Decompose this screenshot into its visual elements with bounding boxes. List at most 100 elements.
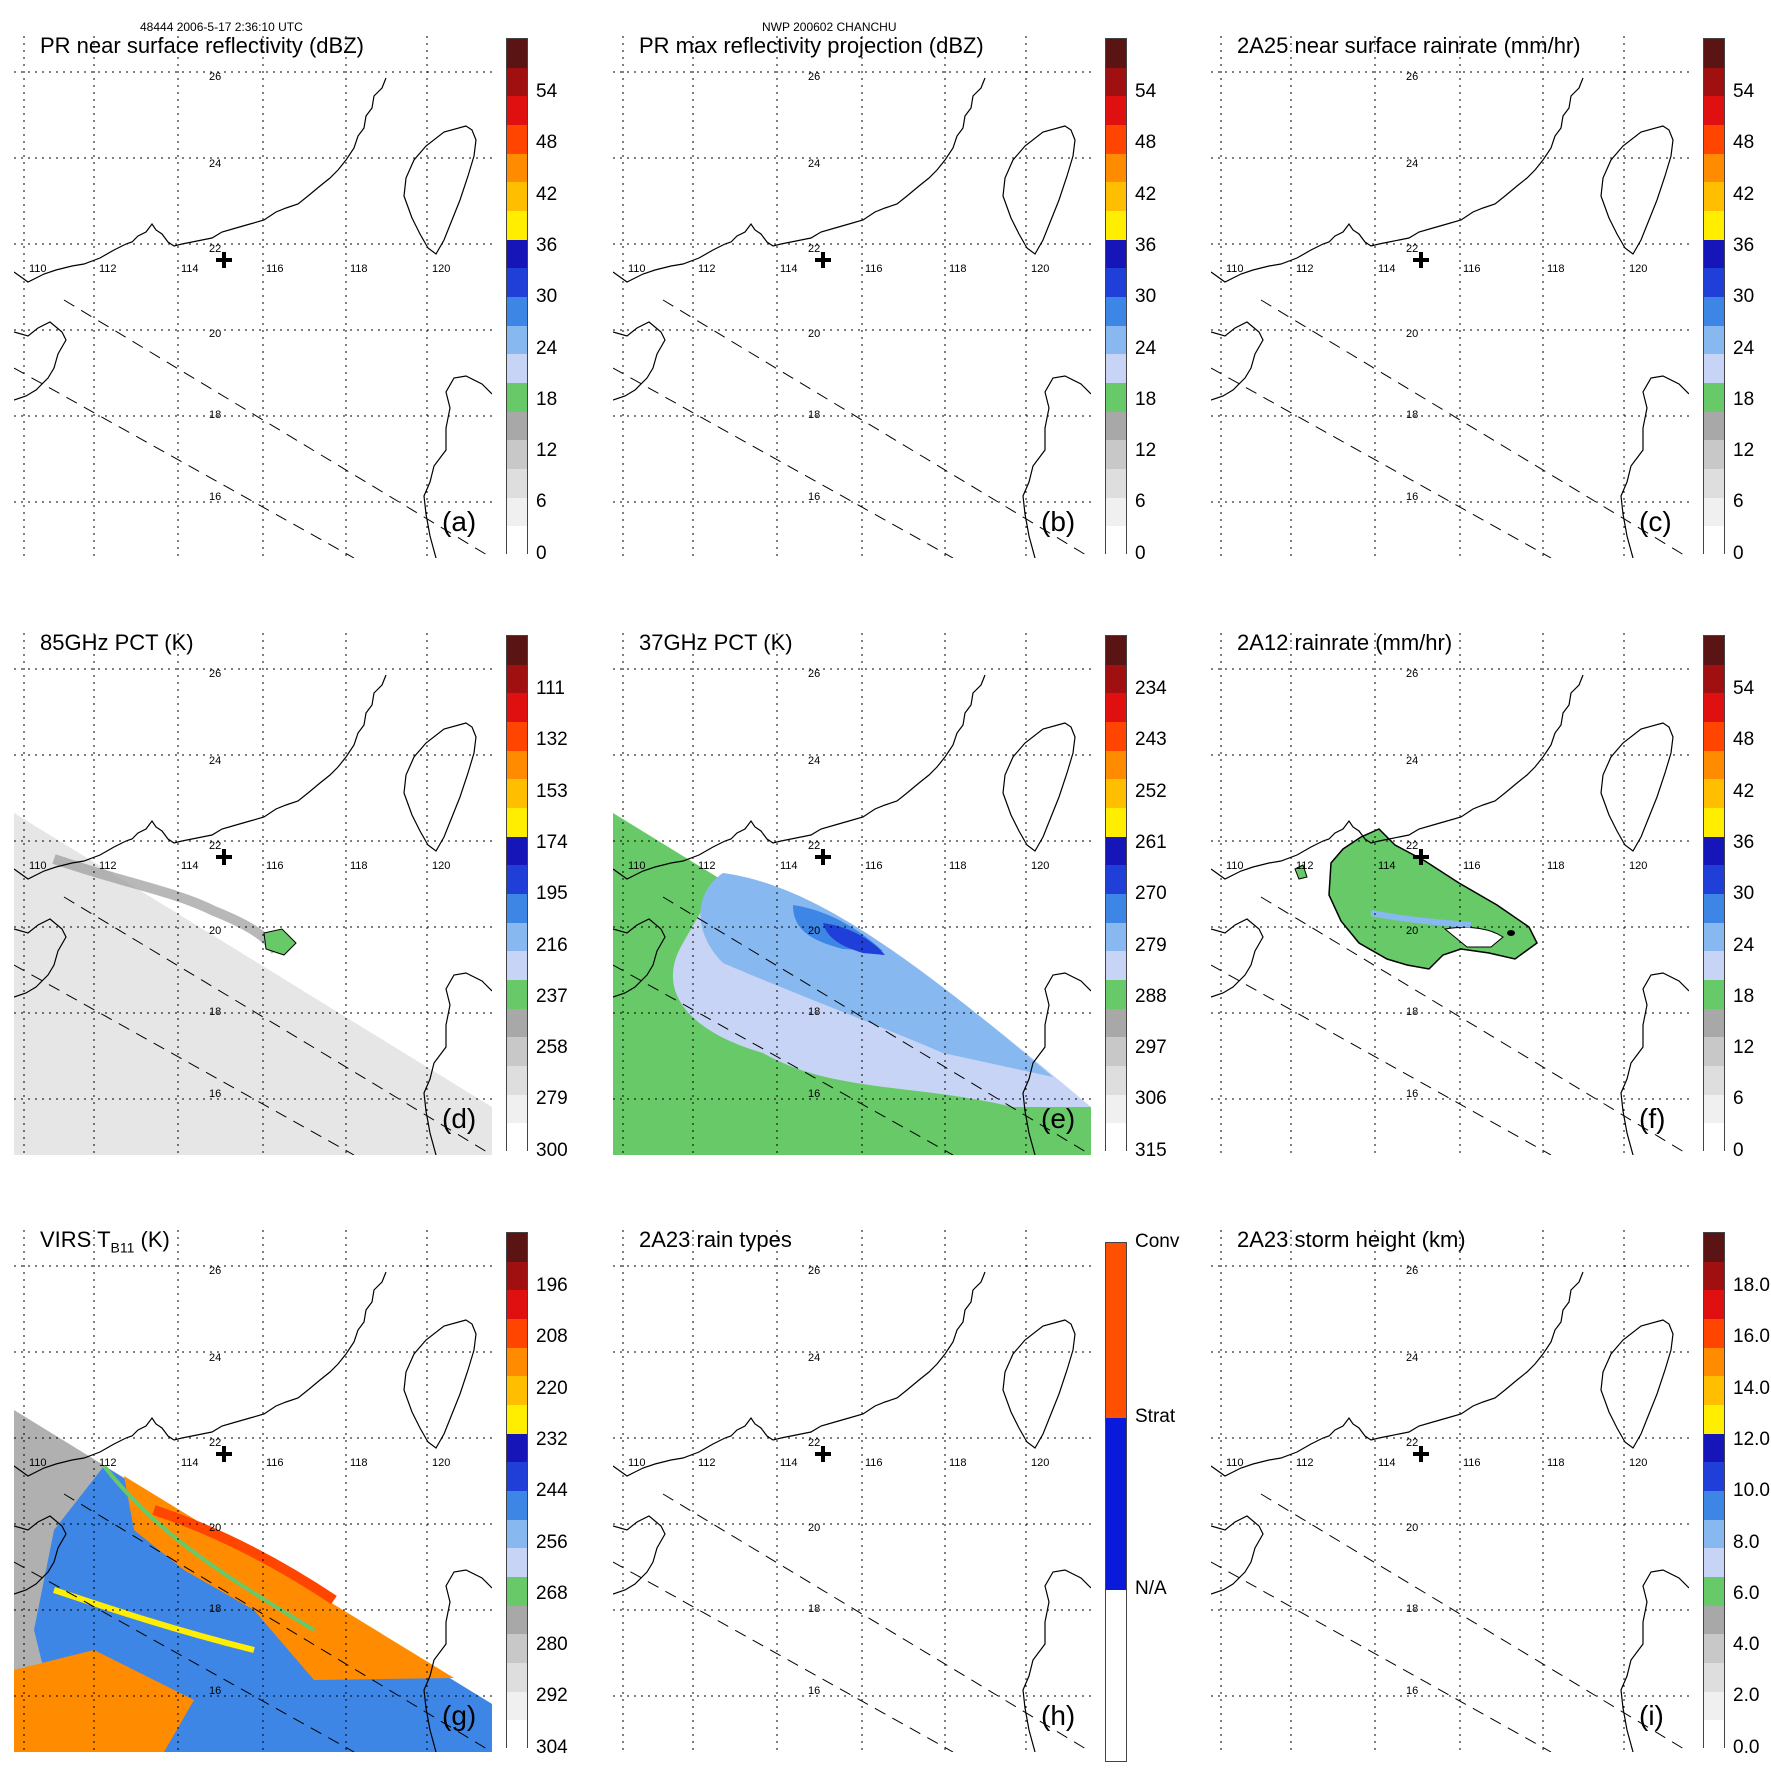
swath-edge-line xyxy=(14,367,355,558)
colorbar-segment xyxy=(1106,354,1126,383)
longitude-label: 116 xyxy=(1463,263,1481,275)
latitude-label: 16 xyxy=(808,491,820,503)
colorbar-segment xyxy=(1106,325,1126,355)
graticule xyxy=(14,633,492,1155)
taiwan-coastline xyxy=(1002,722,1076,852)
colorbar-segment xyxy=(507,1605,527,1635)
warm-pct-area xyxy=(700,873,1053,1077)
colorbar-segment xyxy=(507,1462,527,1491)
colorbar-segment xyxy=(507,1404,527,1434)
longitude-label: 120 xyxy=(1031,263,1049,275)
colorbar-segment xyxy=(507,865,527,894)
colorbar-tick-label: 208 xyxy=(536,1326,568,1348)
colorbar-segment xyxy=(507,693,527,722)
colorbar-tick-label: 42 xyxy=(1733,183,1755,205)
colorbar-tick-label: 18 xyxy=(1135,388,1157,410)
colorbar-segment xyxy=(507,1691,527,1721)
colorbar-tick-label: 30 xyxy=(1733,286,1755,308)
colorbar-tick-label: 12 xyxy=(536,440,558,462)
graticule-labels: 110 112 114 116 118 120 26 24 22 20 18 16 xyxy=(29,668,450,1100)
longitude-label: 118 xyxy=(1547,1457,1565,1469)
colorbar-tick-label: 24 xyxy=(1733,934,1755,956)
panel-e: 110 112 114 116 118 120 26 24 22 20 18 16 37GHz PCT … xyxy=(613,630,1091,1155)
longitude-label: 112 xyxy=(99,1457,117,1469)
colorbar-tick-label: 30 xyxy=(1733,883,1755,905)
colorbar-segment xyxy=(1704,325,1724,355)
colorbar-segment xyxy=(1106,411,1126,441)
longitude-label: 110 xyxy=(29,1457,47,1469)
storm-center-icon xyxy=(815,849,831,865)
longitude-label: 116 xyxy=(1463,1457,1481,1469)
colorbar-segment xyxy=(507,67,527,97)
latitude-label: 20 xyxy=(808,925,820,937)
longitude-label: 118 xyxy=(949,1457,967,1469)
latitude-label: 16 xyxy=(808,1088,820,1100)
latitude-label: 22 xyxy=(1406,1437,1418,1449)
cold-band xyxy=(52,854,281,954)
colorbar-segment xyxy=(507,1634,527,1663)
storm-center-icon xyxy=(1413,252,1429,268)
longitude-label: 118 xyxy=(350,263,368,275)
hainan-coastline xyxy=(1211,918,1264,998)
latitude-label: 22 xyxy=(808,1437,820,1449)
colorbar-segment xyxy=(507,182,527,211)
longitude-label: 114 xyxy=(181,263,199,275)
longitude-label: 120 xyxy=(1629,860,1647,872)
latitude-label: 26 xyxy=(209,1265,221,1277)
moderate-rain xyxy=(1370,910,1472,928)
rain-cell xyxy=(1294,864,1308,880)
panel-title: 37GHz PCT (K) xyxy=(639,630,793,656)
colorbar-segment xyxy=(1106,153,1126,183)
graticule-labels: 110 112 114 116 118 120 26 24 22 20 18 16 xyxy=(1226,1265,1647,1697)
colorbar-tick-label: 132 xyxy=(536,729,568,751)
colorbar-tick-label: 234 xyxy=(1135,678,1167,699)
latitude-label: 24 xyxy=(808,1352,820,1364)
longitude-label: 118 xyxy=(350,860,368,872)
map-b: 110 112 114 116 118 120 26 24 22 20 18 16 xyxy=(613,36,1091,558)
colorbar-tick-label: 8.0 xyxy=(1733,1531,1760,1553)
colorbar-segment xyxy=(1704,1433,1724,1463)
colorbar-tick-label: 54 xyxy=(1733,678,1755,699)
latitude-label: 26 xyxy=(808,668,820,680)
colorbar-segment xyxy=(507,268,527,297)
panel-c: 110 112 114 116 118 120 26 24 22 20 18 16 2A25 near … xyxy=(1211,33,1689,558)
colorbar-tick-label: 18.0 xyxy=(1733,1275,1770,1296)
colorbar-f xyxy=(1703,635,1725,1152)
hainan-coastline xyxy=(613,918,666,998)
panel-f: 110 112 114 116 118 120 26 24 22 20 18 16 2A12 rainr… xyxy=(1211,630,1689,1155)
colorbar-segment xyxy=(1106,1243,1126,1418)
orbit-info: 48444 2006-5-17 2:36:10 UTC xyxy=(140,20,303,34)
colorbar-segment xyxy=(1704,1634,1724,1663)
colorbar-segment xyxy=(1106,1123,1126,1152)
colorbar-segment xyxy=(507,1094,527,1124)
colorbar-segment xyxy=(507,922,527,952)
china-coastline xyxy=(613,77,986,283)
colorbar-tick-label: 42 xyxy=(536,183,558,205)
colorbar-tick-label: 0 xyxy=(1733,542,1744,564)
longitude-label: 112 xyxy=(698,860,716,872)
graticule-labels: 110 112 114 116 118 120 26 24 22 20 18 16 xyxy=(29,71,450,503)
colorbar-segment xyxy=(507,1065,527,1095)
colorbar-segment xyxy=(1704,67,1724,97)
colorbar-tick-label: 268 xyxy=(536,1582,568,1604)
latitude-label: 20 xyxy=(808,1522,820,1534)
latitude-label: 18 xyxy=(209,1006,221,1018)
storm-center-icon xyxy=(815,1446,831,1462)
colorbar-segment xyxy=(507,951,527,980)
colorbar-tick-label: 279 xyxy=(1135,934,1167,956)
swath-edge-line xyxy=(1211,367,1552,558)
colorbar-tick-label: 36 xyxy=(1733,234,1755,256)
colorbar-segment xyxy=(507,1123,527,1152)
colorbar-segment xyxy=(507,721,527,751)
colorbar-tick-label: 111 xyxy=(536,678,565,699)
graticule-labels: 110 112 114 116 118 120 26 24 22 20 18 16 xyxy=(1226,71,1647,503)
swath-edge-line xyxy=(662,896,1091,1155)
hainan-coastline xyxy=(14,321,67,401)
latitude-label: 26 xyxy=(1406,1265,1418,1277)
colorbar-segment xyxy=(1704,1037,1724,1066)
longitude-label: 110 xyxy=(628,1457,646,1469)
colorbar-i xyxy=(1703,1232,1725,1749)
colorbar-segment xyxy=(507,1037,527,1066)
longitude-label: 112 xyxy=(698,1457,716,1469)
colorbar-segment xyxy=(1704,1548,1724,1577)
